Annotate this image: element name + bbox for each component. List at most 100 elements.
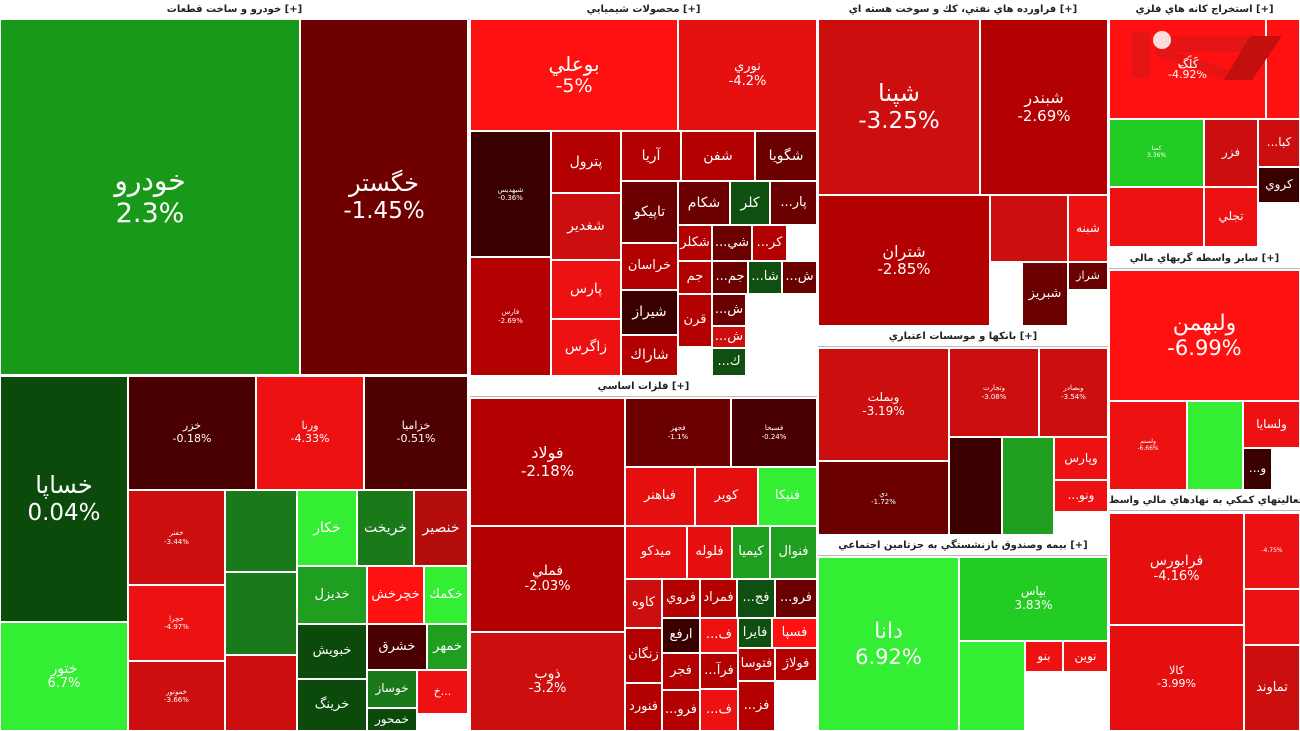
treemap-cell-خديزل[interactable]: خديزل: [297, 566, 367, 624]
treemap-cell-فارس[interactable]: فارس -2.69%: [470, 257, 551, 376]
treemap-cell-خچرا[interactable]: خچرا -4.97%: [128, 585, 225, 661]
treemap-cell-فولاد[interactable]: فولاد -2.18%: [470, 398, 625, 526]
treemap-cell-فمراد[interactable]: فمراد: [700, 579, 737, 618]
treemap-cell-ش[interactable]: ...ش: [712, 294, 746, 326]
treemap-cell-كلر[interactable]: كلر: [730, 181, 770, 225]
treemap-cell-شا[interactable]: ...شا: [748, 261, 782, 294]
treemap-cell-شيراز[interactable]: شيراز: [621, 290, 678, 335]
treemap-cell-زاگرس[interactable]: زاگرس: [551, 319, 621, 376]
treemap-cell-ذوب[interactable]: ذوب -3.2%: [470, 632, 625, 731]
treemap-cell-خزامیا[interactable]: خزامیا -0.51%: [364, 376, 468, 490]
treemap-cell-unlabeled-0-18[interactable]: [225, 655, 297, 731]
treemap-cell-خمحور[interactable]: خمحور: [367, 708, 417, 731]
treemap-cell-فلوله[interactable]: فلوله: [687, 526, 732, 579]
treemap-cell-شبندر[interactable]: شبندر -2.69%: [980, 19, 1108, 195]
treemap-cell-unlabeled-8-1[interactable]: -4.75%: [1244, 513, 1300, 589]
treemap-cell-نوين[interactable]: نوين: [1063, 641, 1108, 672]
treemap-cell-ورنا[interactable]: ورنا -4.33%: [256, 376, 364, 490]
treemap-cell-unlabeled-4-4[interactable]: [949, 437, 1002, 535]
treemap-cell-شفن[interactable]: شفن: [681, 131, 755, 181]
treemap-cell-كوير[interactable]: كوير: [695, 467, 758, 526]
treemap-cell-خساپا[interactable]: خساپا 0.04%: [0, 376, 128, 622]
treemap-cell-بوعلي[interactable]: بوعلي -5%: [470, 19, 678, 131]
treemap-cell-وبصادر[interactable]: وبصادر -3.54%: [1039, 348, 1108, 437]
treemap-cell-دي[interactable]: دي -1.72%: [818, 461, 949, 535]
treemap-cell-شبنه[interactable]: شبنه: [1068, 195, 1108, 262]
treemap-cell-شكام[interactable]: شكام: [678, 181, 730, 225]
treemap-cell-خرينگ[interactable]: خرينگ: [297, 679, 367, 731]
treemap-cell-پارس[interactable]: پارس: [551, 260, 621, 319]
sector-header[interactable]: بانكها و موسسات اعتباري [+]: [818, 327, 1108, 347]
treemap-cell-ارفع[interactable]: ارفع: [662, 618, 700, 653]
treemap-cell-فسبحا[interactable]: فسبحا -0.24%: [731, 398, 817, 467]
treemap-cell-پار[interactable]: ...پار: [770, 181, 817, 225]
treemap-cell-شگويا[interactable]: شگويا: [755, 131, 817, 181]
treemap-cell-و[interactable]: ...و: [1243, 448, 1272, 490]
treemap-cell-جم[interactable]: ...جم: [712, 261, 748, 294]
treemap-cell-شغدير[interactable]: شغدير: [551, 193, 621, 260]
treemap-cell-فنيكا[interactable]: فنيكا: [758, 467, 817, 526]
treemap-cell-كر[interactable]: ...كر: [752, 225, 787, 261]
sector-header[interactable]: فلزات اساسي [+]: [470, 377, 817, 397]
treemap-cell-شپنا[interactable]: شپنا -3.25%: [818, 19, 980, 195]
treemap-cell-فنورد[interactable]: فنورد: [625, 683, 662, 731]
treemap-cell-فروي[interactable]: فروي: [662, 579, 700, 618]
treemap-cell-فرو[interactable]: ...فرو: [775, 579, 817, 618]
sector-header[interactable]: محصولات شيميايي [+]: [470, 0, 817, 20]
treemap-cell-فرابورس[interactable]: فرابورس -4.16%: [1109, 513, 1244, 625]
treemap-cell-وپارس[interactable]: وپارس: [1054, 437, 1108, 480]
treemap-cell-فايرا[interactable]: فايرا: [738, 618, 772, 648]
sector-header[interactable]: بيمه وصندوق بازنشستگي به جزتامين اجتماعي…: [818, 536, 1108, 556]
treemap-cell-پترول[interactable]: پترول: [551, 131, 621, 193]
treemap-cell-فسپا[interactable]: فسپا: [772, 618, 817, 648]
treemap-cell-فزر[interactable]: فزر: [1204, 119, 1258, 187]
treemap-cell-فتوسا[interactable]: فتوسا: [738, 648, 775, 681]
treemap-cell-خريخت[interactable]: خريخت: [357, 490, 414, 566]
treemap-cell-شراز[interactable]: شراز: [1068, 262, 1108, 290]
treemap-cell-فرآ[interactable]: ...فرآ: [700, 653, 738, 689]
treemap-cell-unlabeled-0-8[interactable]: [225, 490, 297, 572]
treemap-cell-ف[interactable]: ...ف: [700, 689, 738, 731]
treemap-cell-آريا[interactable]: آريا: [621, 131, 681, 181]
treemap-cell-شكلر[interactable]: شكلر: [678, 225, 712, 261]
treemap-cell-خنصير[interactable]: خنصير: [414, 490, 468, 566]
sector-header[interactable]: فعاليتهاي كمكي به نهادهاي مالي واسط [+]: [1109, 491, 1300, 511]
treemap-cell-خراسان[interactable]: خراسان: [621, 243, 678, 290]
treemap-cell-unlabeled-4-5[interactable]: [1002, 437, 1054, 535]
treemap-cell-كروي[interactable]: كروي: [1258, 167, 1300, 203]
treemap-cell-بپاس[interactable]: بپاس 3.83%: [959, 557, 1108, 641]
treemap-cell-كمنا[interactable]: كمنا 3.36%: [1109, 119, 1204, 187]
treemap-cell-تجلي[interactable]: تجلي: [1204, 187, 1258, 247]
treemap-cell-شبريز[interactable]: شبريز: [1022, 262, 1068, 326]
sector-header[interactable]: ساير واسطه گريهاي مالي [+]: [1109, 249, 1300, 269]
treemap-cell-unlabeled-6-6[interactable]: [1109, 187, 1204, 247]
treemap-cell-كالا[interactable]: كالا -3.99%: [1109, 625, 1244, 731]
treemap-cell-خوساز[interactable]: خوساز: [367, 670, 417, 708]
treemap-cell-خفنر[interactable]: خفنر -3.44%: [128, 490, 225, 585]
treemap-cell-فجر[interactable]: فجر: [662, 653, 700, 690]
treemap-cell-unlabeled-0-13[interactable]: [225, 572, 297, 655]
treemap-cell-خموتور[interactable]: خموتور -3.66%: [128, 661, 225, 731]
treemap-cell-نوري[interactable]: نوري -4.2%: [678, 19, 817, 131]
treemap-cell-unlabeled-7-2[interactable]: [1187, 401, 1243, 490]
treemap-cell-بنو[interactable]: بنو: [1025, 641, 1063, 672]
treemap-cell-شي[interactable]: ...شي: [712, 225, 752, 261]
treemap-cell-خشرق[interactable]: خشرق: [367, 624, 427, 670]
treemap-cell-فجهز[interactable]: فجهز -1.1%: [625, 398, 731, 467]
treemap-cell-unlabeled-8-2[interactable]: [1244, 589, 1300, 645]
treemap-cell-خگستر[interactable]: خگستر -1.45%: [300, 19, 468, 375]
treemap-cell-ولصنم[interactable]: ولصنم -6.66%: [1109, 401, 1187, 490]
treemap-cell-فج[interactable]: ...فج: [737, 579, 775, 618]
treemap-cell-فنوال[interactable]: فنوال: [770, 526, 817, 579]
treemap-cell-ونو[interactable]: ...ونو: [1054, 480, 1108, 512]
treemap-cell-unlabeled-5-2[interactable]: [959, 641, 1025, 731]
treemap-cell-شبهدیس[interactable]: شبهدیس -0.36%: [470, 131, 551, 257]
treemap-cell-شاراك[interactable]: شاراك: [621, 335, 678, 376]
treemap-cell-فملي[interactable]: فملي -2.03%: [470, 526, 625, 632]
treemap-cell-خودرو[interactable]: خودرو 2.3%: [0, 19, 300, 375]
treemap-cell-شتران[interactable]: شتران -2.85%: [818, 195, 990, 326]
treemap-cell-فباهنر[interactable]: فباهنر: [625, 467, 695, 526]
treemap-cell-قرن[interactable]: قرن: [678, 294, 712, 347]
treemap-cell-وتجارت[interactable]: وتجارت -3.08%: [949, 348, 1039, 437]
sector-header[interactable]: خودرو و ساخت قطعات [+]: [0, 0, 469, 20]
